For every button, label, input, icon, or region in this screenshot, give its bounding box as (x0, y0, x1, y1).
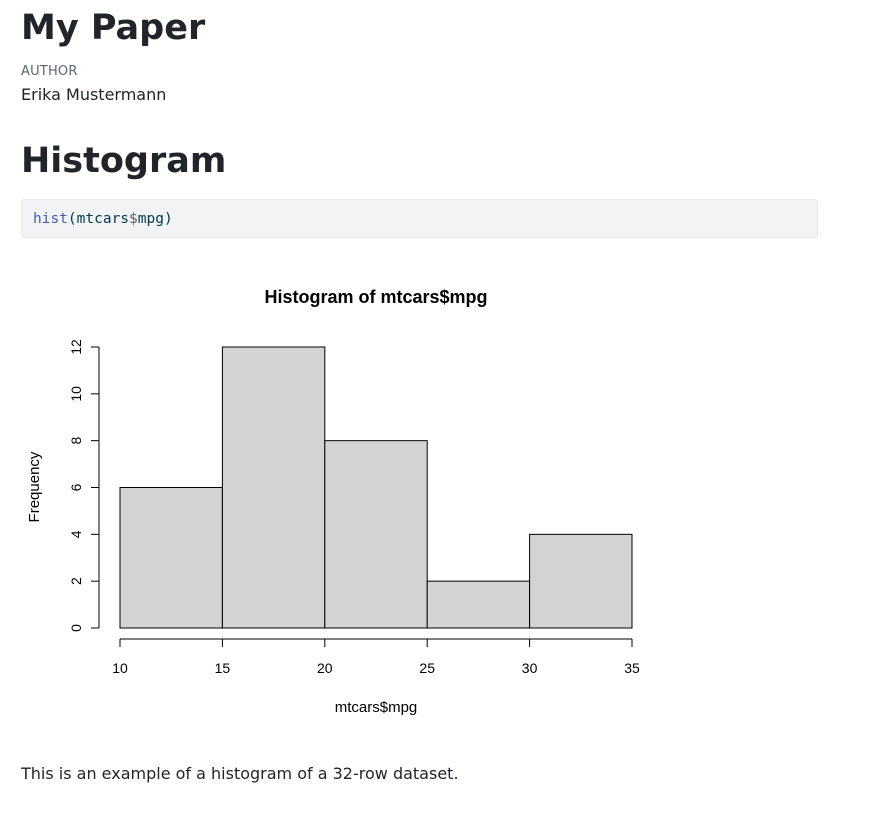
y-tick-label-4: 4 (68, 530, 84, 538)
histogram-figure: Histogram of mtcars$mpg Frequency mtcars… (21, 262, 661, 722)
code-object: mtcars (76, 211, 130, 227)
histogram-bar-30-35 (529, 533, 633, 629)
y-tick-label-6: 6 (68, 483, 84, 491)
x-axis: 10 15 20 25 30 35 (112, 638, 640, 676)
code-close-paren: ) (163, 211, 173, 227)
code-operator: $ (129, 211, 138, 227)
y-axis-label: Frequency (26, 451, 43, 522)
code-field: mpg (137, 211, 164, 227)
author-label: AUTHOR (21, 64, 78, 79)
author-name: Erika Mustermann (21, 85, 167, 104)
code-function: hist (33, 211, 68, 227)
histogram-bar-25-30 (426, 580, 531, 629)
y-axis: 0 2 4 6 8 10 12 (68, 339, 100, 632)
histogram-bar-15-20 (221, 346, 326, 629)
code-open-paren: ( (67, 211, 77, 227)
x-axis-label: mtcars$mpg (335, 699, 418, 716)
y-tick-label-10: 10 (68, 386, 84, 402)
x-tick-label-35: 35 (624, 660, 640, 676)
histogram-chart: Histogram of mtcars$mpg Frequency mtcars… (26, 287, 640, 716)
y-tick-label-12: 12 (68, 339, 84, 355)
x-tick-label-20: 20 (317, 660, 333, 676)
y-tick-label-0: 0 (68, 624, 84, 632)
histogram-bar-20-25 (324, 440, 428, 629)
y-tick-label-2: 2 (68, 577, 84, 585)
x-tick-label-15: 15 (215, 660, 231, 676)
histogram-bars (119, 346, 633, 629)
x-tick-label-30: 30 (522, 660, 538, 676)
x-tick-label-25: 25 (419, 660, 435, 676)
figure-caption: This is an example of a histogram of a 3… (21, 764, 459, 783)
y-tick-label-8: 8 (68, 437, 84, 445)
x-tick-label-10: 10 (112, 660, 128, 676)
chart-title: Histogram of mtcars$mpg (264, 287, 487, 307)
code-block[interactable]: hist(mtcars$mpg) (21, 199, 818, 238)
section-heading-histogram: Histogram (21, 141, 227, 181)
page-title: My Paper (21, 8, 206, 48)
histogram-bar-10-15 (119, 487, 223, 629)
